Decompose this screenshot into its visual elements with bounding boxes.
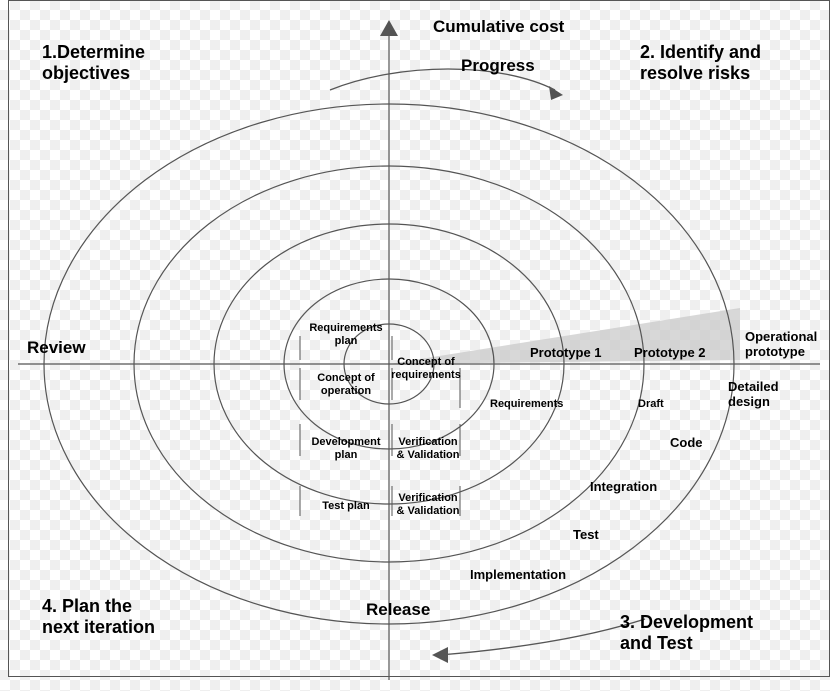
y-axis-arrow bbox=[380, 20, 398, 36]
activity-label-4: Prototype 2 bbox=[634, 346, 706, 361]
activity-label-9: Development plan bbox=[311, 436, 380, 461]
activity-label-2: Requirements plan bbox=[309, 322, 382, 347]
activity-label-13: Test plan bbox=[322, 500, 369, 513]
release-arrow bbox=[440, 619, 645, 655]
activity-label-1: Concept of operation bbox=[317, 372, 374, 397]
activity-label-12: Integration bbox=[590, 480, 657, 495]
quadrant-1-title: 1.Determine objectives bbox=[42, 42, 145, 83]
quadrant-2-title: 2. Identify and resolve risks bbox=[640, 42, 761, 83]
progress-label: Progress bbox=[461, 56, 535, 76]
quadrant-4-title: 4. Plan the next iteration bbox=[42, 596, 155, 637]
activity-label-8: Detailed design bbox=[728, 380, 779, 410]
release-arrow-head bbox=[432, 647, 448, 663]
release-label: Release bbox=[366, 600, 430, 620]
activity-label-10: Verification & Validation bbox=[397, 436, 460, 461]
axis-top-label: Cumulative cost bbox=[433, 17, 564, 37]
activity-label-3: Prototype 1 bbox=[530, 346, 602, 361]
activity-label-7: Draft bbox=[638, 398, 664, 411]
activity-label-11: Code bbox=[670, 436, 703, 451]
activity-label-14: Verification & Validation bbox=[397, 492, 460, 517]
activity-label-0: Concept of requirements bbox=[391, 356, 461, 381]
activity-label-5: Operational prototype bbox=[745, 330, 817, 360]
quadrant-3-title: 3. Development and Test bbox=[620, 612, 753, 653]
axis-left-label: Review bbox=[27, 338, 86, 358]
activity-label-15: Test bbox=[573, 528, 599, 543]
progress-arrow-head bbox=[549, 86, 563, 100]
activity-label-6: Requirements bbox=[490, 398, 563, 411]
activity-label-16: Implementation bbox=[470, 568, 566, 583]
